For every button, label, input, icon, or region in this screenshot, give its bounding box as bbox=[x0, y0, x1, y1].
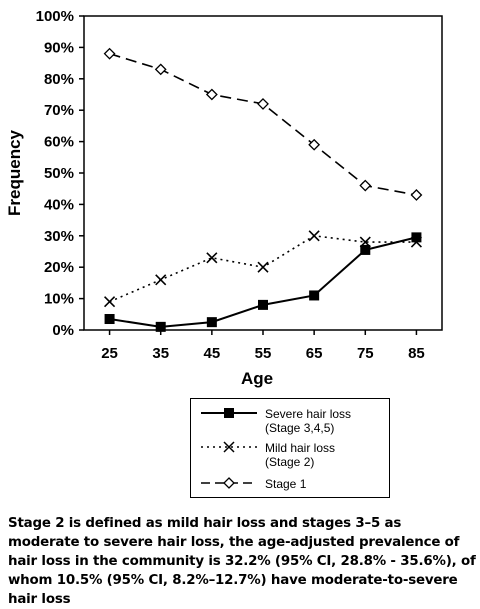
legend: Severe hair loss (Stage 3,4,5) Mild hair… bbox=[190, 398, 390, 498]
x-tick-label: 55 bbox=[255, 345, 272, 362]
data-point-stage1 bbox=[308, 138, 321, 151]
x-tick-label: 65 bbox=[306, 345, 323, 362]
series-line-0 bbox=[109, 236, 417, 328]
y-tick-label: 30% bbox=[44, 228, 74, 245]
figure-caption: Stage 2 is defined as mild hair loss and… bbox=[8, 516, 476, 607]
series-line-2 bbox=[109, 52, 417, 196]
legend-label-severe: Severe hair loss (Stage 3,4,5) bbox=[265, 407, 351, 435]
legend-label-stage1: Stage 1 bbox=[265, 477, 306, 491]
x-tick-label: 85 bbox=[408, 345, 425, 362]
data-point-severe bbox=[104, 314, 115, 325]
data-point-stage1 bbox=[257, 98, 269, 110]
data-point-mild bbox=[155, 274, 167, 286]
x-axis-ticks: 25 35 45 55 65 75 85 bbox=[101, 330, 425, 362]
series-layer bbox=[103, 47, 423, 332]
data-point-mild bbox=[359, 236, 371, 248]
x-tick-label: 35 bbox=[152, 345, 169, 362]
y-tick-label: 0% bbox=[52, 322, 74, 339]
data-point-mild bbox=[308, 230, 320, 242]
y-tick-label: 100% bbox=[36, 8, 74, 25]
y-tick-label: 40% bbox=[44, 196, 74, 213]
x-tick-label: 75 bbox=[357, 345, 374, 362]
legend-item-stage1: Stage 1 bbox=[191, 475, 389, 509]
legend-swatch-mild bbox=[201, 441, 257, 453]
y-tick-label: 70% bbox=[44, 102, 74, 119]
data-point-mild bbox=[104, 296, 116, 308]
legend-label-mild-line1: Mild hair loss bbox=[265, 441, 336, 455]
data-point-mild bbox=[206, 252, 218, 264]
y-tick-label: 90% bbox=[44, 39, 74, 56]
legend-label-severe-line2: (Stage 3,4,5) bbox=[265, 421, 335, 435]
x-axis-title: Age bbox=[241, 369, 273, 388]
y-axis-ticks: 0% 10% 20% 30% 40% 50% 60% 70% 80% 90% 100% bbox=[36, 8, 84, 339]
y-tick-label: 10% bbox=[44, 291, 74, 308]
data-point-severe bbox=[360, 244, 371, 255]
data-point-mild bbox=[410, 236, 422, 248]
legend-label-severe-line1: Severe hair loss bbox=[265, 407, 352, 421]
legend-label-mild-line2: (Stage 2) bbox=[265, 455, 315, 469]
legend-swatch-severe bbox=[201, 408, 257, 418]
legend-item-mild: Mild hair loss (Stage 2) bbox=[191, 439, 389, 473]
line-chart: 0% 10% 20% 30% 40% 50% 60% 70% 80% 90% 100% 25 35 45… bbox=[5, 8, 443, 388]
y-tick-label: 60% bbox=[44, 134, 74, 151]
data-point-stage1 bbox=[103, 47, 116, 60]
plot-area bbox=[83, 15, 443, 331]
data-point-stage1 bbox=[205, 88, 218, 101]
data-point-mild bbox=[257, 261, 269, 273]
x-tick-label: 45 bbox=[204, 345, 221, 362]
data-point-stage1 bbox=[359, 179, 372, 192]
data-point-severe bbox=[411, 232, 422, 243]
legend-label-mild: Mild hair loss (Stage 2) bbox=[265, 441, 335, 469]
data-point-severe bbox=[309, 290, 320, 301]
data-point-severe bbox=[155, 321, 166, 332]
series-line-1 bbox=[109, 234, 417, 303]
legend-item-severe: Severe hair loss (Stage 3,4,5) bbox=[191, 405, 389, 439]
data-point-severe bbox=[258, 299, 268, 310]
x-tick-label: 25 bbox=[101, 345, 118, 362]
y-tick-label: 20% bbox=[44, 259, 74, 276]
legend-swatch-stage1 bbox=[201, 477, 257, 489]
data-point-stage1 bbox=[154, 63, 167, 76]
y-tick-label: 50% bbox=[44, 165, 74, 182]
data-point-severe bbox=[206, 317, 217, 328]
y-axis-title: Frequency bbox=[5, 129, 24, 216]
legend-label-stage1-line1: Stage 1 bbox=[265, 477, 307, 491]
y-tick-label: 80% bbox=[44, 71, 74, 88]
data-point-stage1 bbox=[410, 189, 423, 201]
